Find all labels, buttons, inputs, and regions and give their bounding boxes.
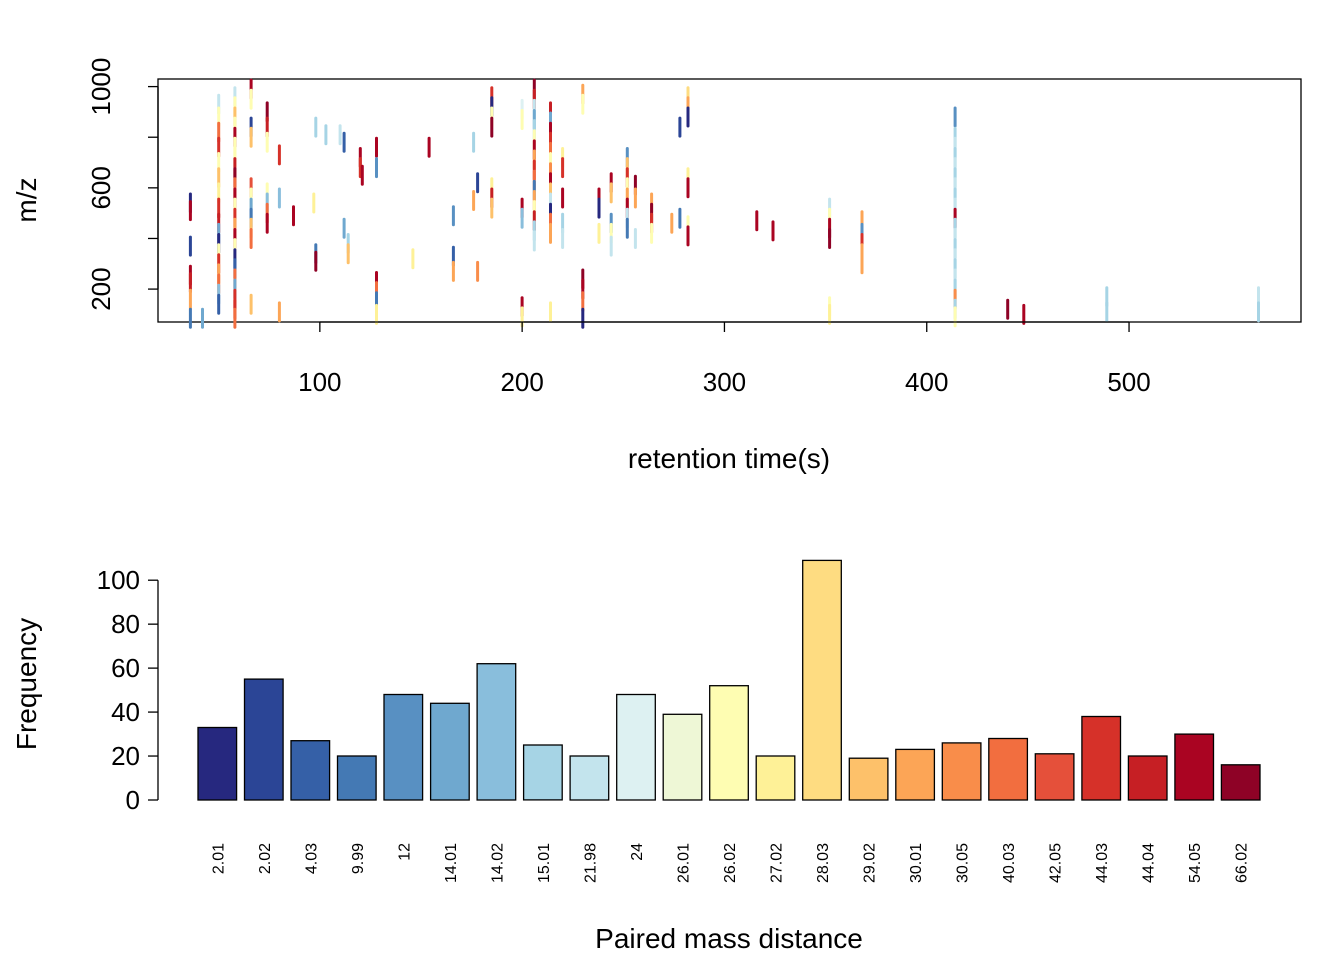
- bar: [848, 757, 889, 801]
- bar: [1034, 753, 1075, 801]
- bar: [1220, 764, 1261, 801]
- bar-category-label: 44.03: [1094, 843, 1111, 883]
- bar-category-label: 2.01: [210, 843, 227, 874]
- bar-category-label: 40.03: [1001, 843, 1018, 883]
- bar-y-axis-title: Frequency: [11, 618, 42, 750]
- bar: [197, 726, 238, 801]
- scatter-x-tick-label: 300: [703, 367, 746, 397]
- scatter-y-tick-label: 200: [86, 267, 116, 310]
- bar-category-label: 2.02: [257, 843, 274, 874]
- bar-category-label: 42.05: [1048, 843, 1065, 883]
- bar-category-label: 14.02: [489, 843, 506, 883]
- bar: [941, 742, 982, 801]
- bar: [243, 678, 284, 801]
- bar-y-tick-label: 100: [97, 565, 140, 595]
- bar-y-tick-label: 60: [111, 653, 140, 683]
- frequency-bar-panel: 0 20 40 60 80 100 2.01 2.02 4.03 9.99 12 14.01 14.0…: [11, 559, 1261, 954]
- bar-category-label: 14.01: [443, 843, 460, 883]
- bar: [709, 685, 749, 801]
- bar: [383, 693, 424, 801]
- bar-y-tick-label: 20: [111, 741, 140, 771]
- scatter-y-tick-label: 1000: [86, 58, 116, 116]
- bars: [197, 559, 1261, 801]
- bar-category-label: 27.02: [769, 843, 786, 883]
- bar: [1174, 733, 1215, 801]
- bar: [476, 663, 517, 801]
- bar-category-label: 44.04: [1141, 843, 1158, 883]
- bar: [895, 748, 936, 801]
- bar: [522, 744, 563, 801]
- scatter-y-axis: 200 600 1000: [86, 58, 159, 311]
- bar-category-label: 30.01: [908, 843, 925, 883]
- bar: [290, 740, 331, 801]
- scatter-points: [188, 78, 1260, 329]
- scatter-y-axis-title: m/z: [11, 177, 42, 222]
- bar: [662, 713, 703, 801]
- bar-category-label: 15.01: [536, 843, 553, 883]
- bar: [429, 702, 470, 801]
- bar-category-label: 24: [629, 843, 646, 861]
- scatter-x-tick-label: 200: [500, 367, 543, 397]
- bar-category-label: 54.05: [1187, 843, 1204, 883]
- bar: [802, 559, 842, 801]
- scatter-x-tick-label: 400: [905, 367, 948, 397]
- bar-category-label: 29.02: [862, 843, 879, 883]
- scatter-y-tick-label: 600: [86, 166, 116, 209]
- bar: [755, 755, 796, 801]
- mz-scatter-panel: 100 200 300 400 500 200 600 1000 retention tim…: [11, 58, 1302, 474]
- bar: [569, 755, 610, 801]
- bar-y-axis: 0 20 40 60 80 100: [97, 565, 159, 815]
- bar: [336, 755, 377, 801]
- bar-x-axis-title: Paired mass distance: [595, 923, 863, 954]
- bar: [616, 693, 656, 801]
- bar-y-tick-label: 40: [111, 697, 140, 727]
- bar-category-label: 12: [396, 843, 413, 861]
- scatter-x-axis: 100 200 300 400 500: [298, 321, 1151, 397]
- bar-category-label: 26.02: [722, 843, 739, 883]
- bar-category-label: 26.01: [675, 843, 692, 883]
- bar-y-tick-label: 0: [126, 785, 140, 815]
- bar-category-label: 21.98: [582, 843, 599, 883]
- bar-category-label: 66.02: [1234, 843, 1251, 883]
- scatter-x-axis-title: retention time(s): [628, 443, 830, 474]
- scatter-x-tick-label: 100: [298, 367, 341, 397]
- bar: [1127, 755, 1168, 801]
- bar-category-label: 30.05: [955, 843, 972, 883]
- bar: [1081, 715, 1122, 801]
- scatter-plot-frame: [157, 78, 1302, 323]
- bar-y-tick-label: 80: [111, 609, 140, 639]
- scatter-x-tick-label: 500: [1107, 367, 1150, 397]
- bar: [988, 737, 1029, 801]
- bar-category-label: 4.03: [303, 843, 320, 874]
- bar-category-labels: 2.01 2.02 4.03 9.99 12 14.01 14.02 15.01 21.98 24…: [210, 843, 1250, 883]
- bar-category-label: 9.99: [350, 843, 367, 874]
- bar-category-label: 28.03: [815, 843, 832, 883]
